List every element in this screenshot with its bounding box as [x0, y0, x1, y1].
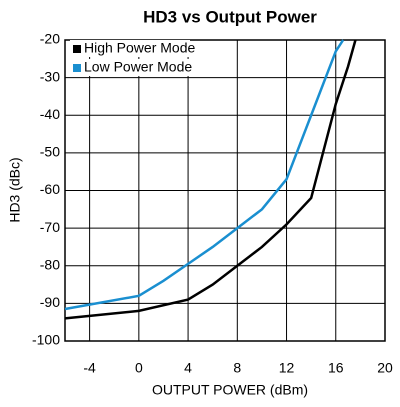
series-line — [64, 39, 345, 311]
legend-box — [70, 59, 190, 76]
x-tick-label: 8 — [233, 360, 241, 376]
y-tick-label: -90 — [40, 294, 60, 310]
y-tick-label: -100 — [32, 332, 60, 348]
x-tick-label: 16 — [328, 360, 344, 376]
x-tick-label: 0 — [135, 360, 143, 376]
plot-frame — [64, 39, 386, 342]
y-tick-label: -60 — [40, 181, 60, 197]
x-tick-label: 20 — [377, 360, 393, 376]
y-tick-label: -80 — [40, 256, 60, 272]
x-tick-label: 4 — [184, 360, 192, 376]
chart-title: HD3 vs Output Power — [143, 7, 317, 26]
legend-label: Low Power Mode — [84, 59, 192, 75]
y-tick-label: -70 — [40, 219, 60, 235]
y-axis-label: HD3 (dBc) — [7, 157, 23, 222]
y-tick-label: -50 — [40, 144, 60, 160]
x-axis-label: OUTPUT POWER (dBm) — [152, 382, 308, 398]
x-tick-label: -4 — [83, 360, 96, 376]
y-tick-label: -20 — [40, 31, 60, 47]
x-tick-label: 12 — [279, 360, 295, 376]
legend-swatch — [73, 64, 81, 72]
series-line — [64, 39, 357, 320]
legend-swatch — [73, 45, 81, 53]
legend-box — [70, 40, 190, 57]
legend-label: High Power Mode — [84, 40, 195, 56]
y-tick-label: -40 — [40, 106, 60, 122]
y-tick-label: -30 — [40, 68, 60, 84]
